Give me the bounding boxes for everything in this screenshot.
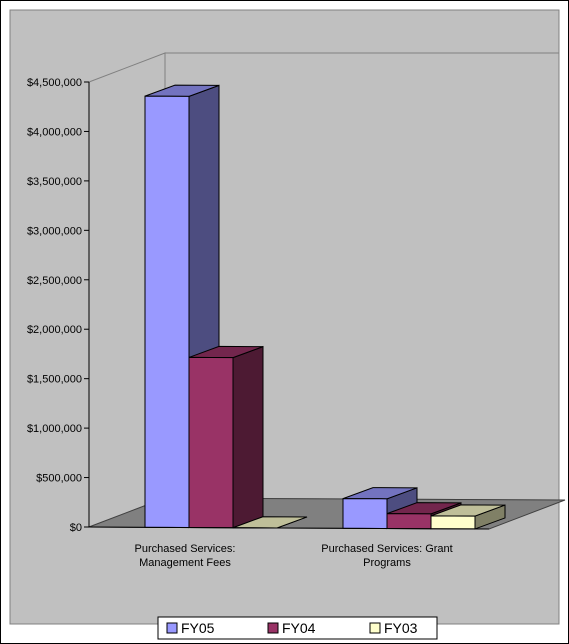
bar-front bbox=[386, 513, 432, 530]
legend-swatch bbox=[166, 622, 178, 634]
y-tick-label: $0 bbox=[70, 522, 82, 534]
legend-label: FY05 bbox=[181, 620, 215, 636]
y-tick-label: $3,000,000 bbox=[27, 225, 82, 237]
y-tick-label: $4,000,000 bbox=[27, 126, 82, 138]
y-tick-label: $4,500,000 bbox=[27, 77, 82, 89]
bar-front bbox=[144, 95, 190, 529]
y-axis: $0 $500,000 $1,000,000 $1,500,000 $2,000,000… bbox=[27, 77, 90, 534]
y-tick-label: $1,500,000 bbox=[27, 374, 82, 386]
y-tick-label: $3,500,000 bbox=[27, 176, 82, 188]
y-tick-label: $500,000 bbox=[36, 473, 82, 485]
y-tick-label: $2,000,000 bbox=[27, 324, 82, 336]
y-tick-label: $2,500,000 bbox=[27, 275, 82, 287]
legend-label: FY04 bbox=[282, 620, 316, 636]
legend-box bbox=[157, 616, 438, 640]
legend-swatch bbox=[267, 622, 279, 634]
legend-label: FY03 bbox=[384, 620, 418, 636]
x-tick-label: Purchased Services: Management Fees bbox=[135, 543, 236, 569]
x-axis-line bbox=[88, 526, 490, 530]
legend-swatch bbox=[369, 622, 381, 634]
legend: FY05 FY04 FY03 bbox=[157, 616, 438, 640]
bar-front bbox=[188, 356, 234, 529]
legend-item: FY03 bbox=[369, 620, 418, 636]
x-axis: Purchased Services: Management Fees Purcha… bbox=[88, 526, 490, 569]
bar-front bbox=[342, 498, 388, 529]
y-tick-label: $1,000,000 bbox=[27, 423, 82, 435]
bar-side bbox=[232, 345, 264, 529]
bar-front bbox=[430, 515, 476, 530]
legend-item: FY05 bbox=[166, 620, 215, 636]
legend-item: FY04 bbox=[267, 620, 316, 636]
x-tick-label: Purchased Services: Grant Programs bbox=[321, 543, 452, 569]
bars bbox=[144, 84, 506, 530]
bar bbox=[188, 345, 264, 529]
